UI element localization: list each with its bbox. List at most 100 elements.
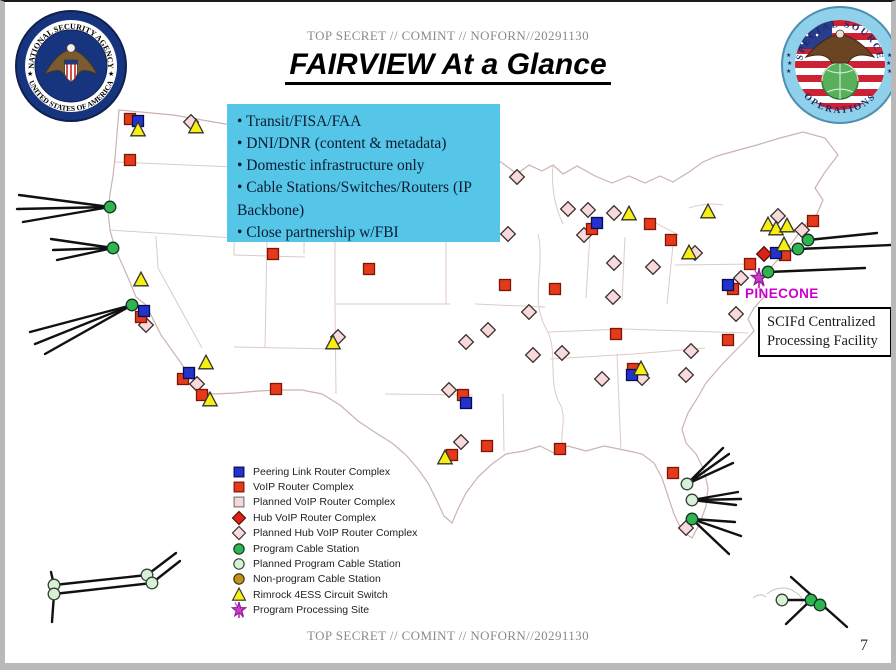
map-marker-cable	[125, 298, 139, 312]
undersea-cable-line	[685, 452, 731, 486]
map-marker-planned_hub	[553, 344, 571, 362]
info-bullet: • Cable Stations/Switches/Routers (IP Ba…	[237, 179, 472, 219]
undersea-cable-line	[15, 205, 112, 211]
info-bullet: • Close partnership w/FBI	[237, 223, 399, 241]
map-marker-planned_hub	[524, 346, 542, 364]
map-marker-planned_cable	[47, 587, 61, 601]
map-marker-planned_hub	[579, 201, 597, 219]
map-marker-cable	[106, 241, 120, 255]
undersea-cable-line	[685, 461, 735, 486]
map-marker-rimrock	[132, 270, 150, 287]
undersea-cable-line	[43, 303, 134, 356]
map-marker-peering	[721, 278, 735, 292]
undersea-cable-line	[52, 581, 154, 596]
map-marker-planned_hub	[508, 168, 526, 186]
legend-label: Planned Program Cable Station	[253, 558, 401, 571]
legend-item-processing: Program Processing Site	[231, 602, 417, 619]
map-marker-planned_hub	[457, 333, 475, 351]
legend-voip-icon	[233, 481, 245, 493]
info-box: • Transit/FISA/FAA • DNI/DNR (content & m…	[227, 104, 500, 242]
undersea-cable-line	[28, 303, 134, 334]
info-bullet: • DNI/DNR (content & metadata)	[237, 135, 447, 153]
map-marker-rimrock	[778, 216, 796, 233]
map-marker-voip	[548, 282, 562, 296]
map-marker-planned_cable	[680, 477, 694, 491]
page-number: 7	[860, 637, 868, 654]
undersea-cable-line	[49, 237, 115, 250]
legend-rimrock-icon	[231, 586, 247, 601]
map-marker-planned_hub	[644, 258, 662, 276]
legend-nonprogram_cable-icon	[233, 573, 245, 586]
legend-planned_cable-icon	[233, 558, 245, 570]
undersea-cable-line	[690, 517, 743, 538]
svg-text:★: ★	[886, 60, 891, 67]
map-marker-planned_hub	[677, 366, 695, 384]
scifd-callout-box: SCIFd Centralized Processing Facility	[758, 307, 891, 357]
map-marker-rimrock	[680, 243, 698, 260]
legend-label: Peering Link Router Complex	[253, 465, 391, 478]
map-marker-planned_cable	[145, 576, 159, 590]
undersea-cable-line	[21, 205, 112, 224]
pinecone-label: PINECONE	[745, 286, 819, 301]
map-marker-planned_hub	[793, 221, 811, 239]
undersea-cable-line	[690, 498, 738, 507]
undersea-cable-line	[33, 303, 134, 346]
map-marker-planned_hub	[479, 321, 497, 339]
svg-text:★: ★	[787, 60, 792, 67]
map-marker-rimrock	[620, 204, 638, 221]
map-marker-peering	[182, 366, 196, 380]
undersea-cable-line	[690, 517, 731, 556]
map-marker-cable	[103, 200, 117, 214]
legend-item-nonprogram_cable: Non-program Cable Station	[231, 572, 417, 587]
legend-item-peering: Peering Link Router Complex	[231, 464, 417, 479]
map-marker-voip	[806, 214, 820, 228]
map-marker-rimrock	[129, 120, 147, 137]
legend-planned_voip-icon	[233, 497, 245, 508]
undersea-cable-line	[51, 246, 115, 252]
classification-banner-top: TOP SECRET // COMINT // NOFORN//20291130	[307, 28, 589, 43]
legend-label: Rimrock 4ESS Circuit Switch	[253, 588, 388, 601]
map-marker-voip	[123, 153, 137, 167]
map-marker-peering	[137, 304, 151, 318]
map-marker-voip	[266, 247, 280, 261]
map-marker-planned_hub	[605, 254, 623, 272]
map-markers	[47, 112, 827, 612]
svg-text:★: ★	[786, 52, 791, 59]
legend-peering-icon	[233, 466, 245, 478]
map-marker-cable	[791, 242, 805, 256]
info-bullet: • Transit/FISA/FAA	[237, 113, 362, 130]
map-marker-voip	[721, 333, 735, 347]
legend-item-planned_cable: Planned Program Cable Station	[231, 556, 417, 571]
map-marker-peering	[590, 216, 604, 230]
map-marker-planned_hub	[732, 269, 750, 287]
svg-text:★: ★	[887, 68, 892, 75]
legend-item-planned_hub: Planned Hub VoIP Router Complex	[231, 525, 417, 541]
sso-ring-stars: ★★★ ★★★	[786, 52, 892, 75]
legend-item-planned_voip: Planned VoIP Router Complex	[231, 495, 417, 510]
svg-text:★: ★	[887, 52, 892, 59]
map-marker-planned_cable	[685, 493, 699, 507]
map-marker-cable	[685, 512, 699, 526]
map-marker-planned_hub	[769, 207, 787, 225]
map-marker-planned_hub	[604, 288, 622, 306]
legend-item-hub_voip: Hub VoIP Router Complex	[231, 510, 417, 526]
map-marker-voip	[666, 466, 680, 480]
map-marker-cable	[813, 598, 827, 612]
map-marker-planned_hub	[520, 303, 538, 321]
sso-seal: SPECIAL SOURCE OPERATIONS ★★★ ★★★	[781, 6, 892, 124]
legend-item-voip: VoIP Router Complex	[231, 479, 417, 494]
legend-planned_hub-icon	[231, 525, 247, 541]
map-marker-planned_hub	[440, 381, 458, 399]
map-marker-planned_hub	[499, 225, 517, 243]
map-marker-rimrock	[187, 117, 205, 134]
legend-label: VoIP Router Complex	[253, 481, 354, 494]
info-box-list: • Transit/FISA/FAA • DNI/DNR (content & m…	[237, 111, 492, 244]
legend-label: Planned VoIP Router Complex	[253, 496, 396, 509]
undersea-cable-line	[690, 517, 737, 524]
map-marker-planned_hub	[682, 342, 700, 360]
nsa-eagle-icon	[44, 43, 98, 83]
undersea-cable-line	[52, 573, 149, 587]
sso-eagle-icon	[804, 34, 876, 64]
undersea-cable-line	[806, 231, 879, 242]
